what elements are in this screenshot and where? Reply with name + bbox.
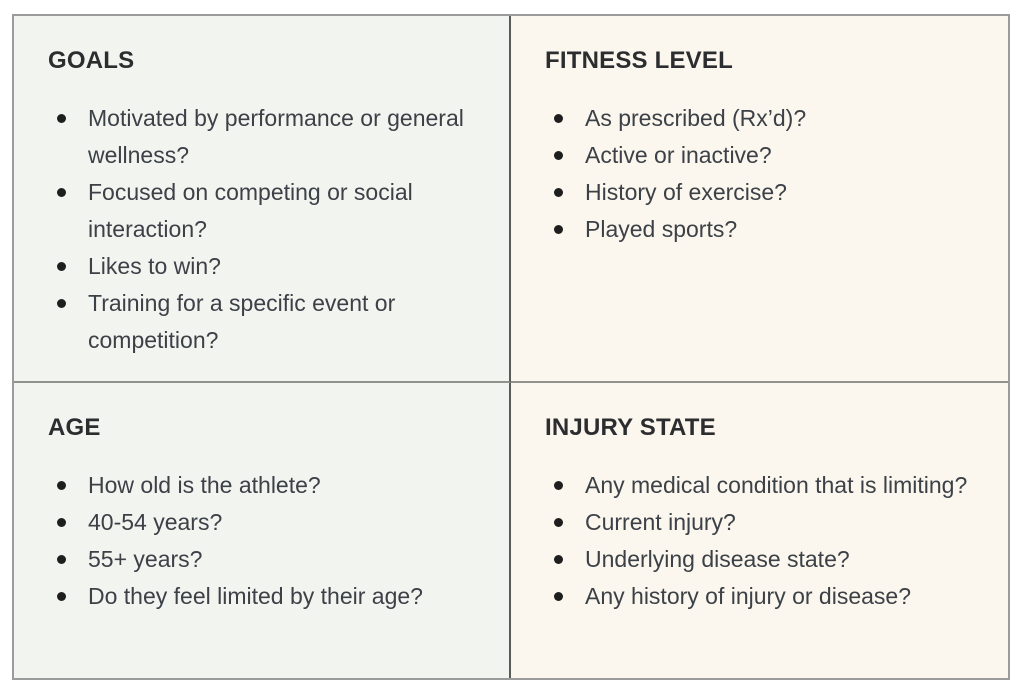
question-list: Any medical condition that is limiting? C… [545,467,980,615]
list-item: Underlying disease state? [545,541,980,578]
question-list: As prescribed (Rx’d)? Active or inactive?… [545,100,980,248]
list-item: Played sports? [545,211,980,248]
list-item: Active or inactive? [545,137,980,174]
quadrant-table: GOALS Motivated by performance or genera… [12,14,1010,680]
quadrant-title: AGE [48,414,101,441]
list-item: Focused on competing or social interacti… [48,174,481,248]
quadrant-title: INJURY STATE [545,414,716,441]
quadrant-fitness-level: FITNESS LEVEL As prescribed (Rx’d)? Activ… [511,16,1008,383]
list-item: Likes to win? [48,248,481,285]
list-item: Do they feel limited by their age? [48,578,481,615]
list-item: How old is the athlete? [48,467,481,504]
list-item: 40-54 years? [48,504,481,541]
list-item: Training for a specific event or competi… [48,285,481,359]
quadrant-goals: GOALS Motivated by performance or genera… [14,16,511,383]
question-list: How old is the athlete? 40-54 years? 55+ y… [48,467,481,615]
list-item: 55+ years? [48,541,481,578]
quadrant-title: GOALS [48,47,135,74]
quadrant-age: AGE How old is the athlete? 40-54 years? 5… [14,383,511,678]
list-item: History of exercise? [545,174,980,211]
question-list: Motivated by performance or general well… [48,100,481,359]
quadrant-title: FITNESS LEVEL [545,47,733,74]
quadrant-injury-state: INJURY STATE Any medical condition that … [511,383,1008,678]
list-item: Current injury? [545,504,980,541]
list-item: Any medical condition that is limiting? [545,467,980,504]
list-item: Any history of injury or disease? [545,578,980,615]
list-item: Motivated by performance or general well… [48,100,481,174]
list-item: As prescribed (Rx’d)? [545,100,980,137]
